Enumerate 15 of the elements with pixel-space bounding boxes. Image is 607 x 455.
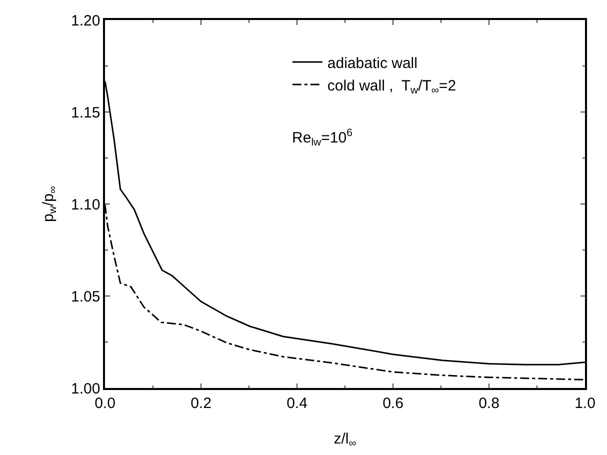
y-tick-label: 1.20	[71, 12, 100, 30]
y-tick-label: 1.05	[71, 288, 100, 306]
legend-label: adiabatic wall	[327, 54, 418, 72]
y-tick-label: 1.00	[71, 380, 100, 398]
x-tick-label: 0.2	[190, 394, 212, 412]
x-tick-label: 0.8	[478, 394, 500, 412]
x-tick-label: 0.4	[286, 394, 308, 412]
x-tick-label: 0.6	[382, 394, 404, 412]
annotation: Re$_{lw}$=10$^{6}$	[292, 127, 353, 148]
x-tick-label: 1.0	[574, 394, 596, 412]
legend-label: cold wall , T$_{w}$/T$_{∞}$=2	[327, 77, 456, 97]
x-tick-label: 0.0	[94, 394, 116, 412]
x-axis-title: z/l$_{∞}$	[334, 430, 357, 450]
y-tick-label: 1.10	[71, 196, 100, 214]
y-tick-label: 1.15	[71, 104, 100, 122]
